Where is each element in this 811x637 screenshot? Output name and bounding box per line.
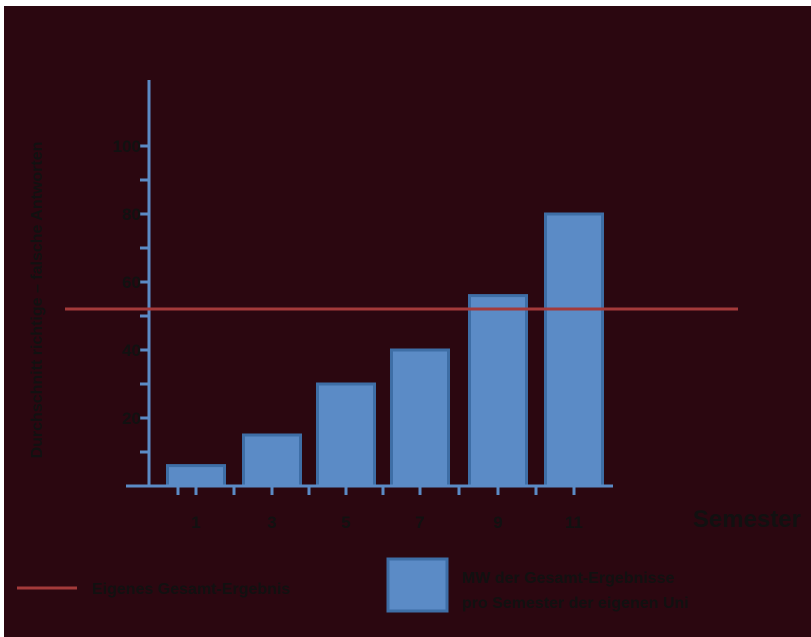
bar-semester-11 — [544, 212, 604, 488]
x-tick-label: 5 — [341, 513, 350, 532]
bar-semester-9 — [468, 294, 528, 488]
y-tick-label: 100 — [113, 137, 141, 156]
x-tick-label: 1 — [191, 513, 200, 532]
chart-panel — [4, 6, 811, 637]
bar-semester-5 — [316, 382, 376, 488]
legend-bar-label-line-2: pro Semester der eigenen Uni — [462, 595, 689, 612]
legend: Eigenes Gesamt-Ergebnis MW der Gesamt-Er… — [17, 557, 689, 613]
x-axis-label: Semester — [693, 506, 801, 533]
bars-layer — [166, 212, 604, 488]
y-tick-label: 80 — [122, 205, 141, 224]
legend-bar-label-line-1: MW der Gesamt-Ergebnisse — [462, 570, 675, 587]
x-tick-label: 3 — [267, 513, 276, 532]
bar-semester-3 — [242, 433, 302, 488]
y-axis-label: Durchschnitt richtige – falsche Antworte… — [29, 142, 46, 459]
y-tick-label: 40 — [122, 341, 141, 360]
ticks-layer: 20 40 60 80 100 1 3 5 7 9 11 — [113, 137, 583, 532]
x-tick-label: 7 — [415, 513, 424, 532]
x-tick-label: 11 — [565, 513, 583, 532]
y-tick-label: 20 — [122, 409, 141, 428]
legend-reference-line-label: Eigenes Gesamt-Ergebnis — [92, 581, 290, 598]
x-tick-label: 9 — [493, 513, 502, 532]
y-tick-label: 60 — [122, 273, 141, 292]
legend-bar-swatch — [386, 557, 449, 613]
bar-semester-7 — [390, 348, 450, 488]
bar-semester-1 — [166, 464, 226, 488]
